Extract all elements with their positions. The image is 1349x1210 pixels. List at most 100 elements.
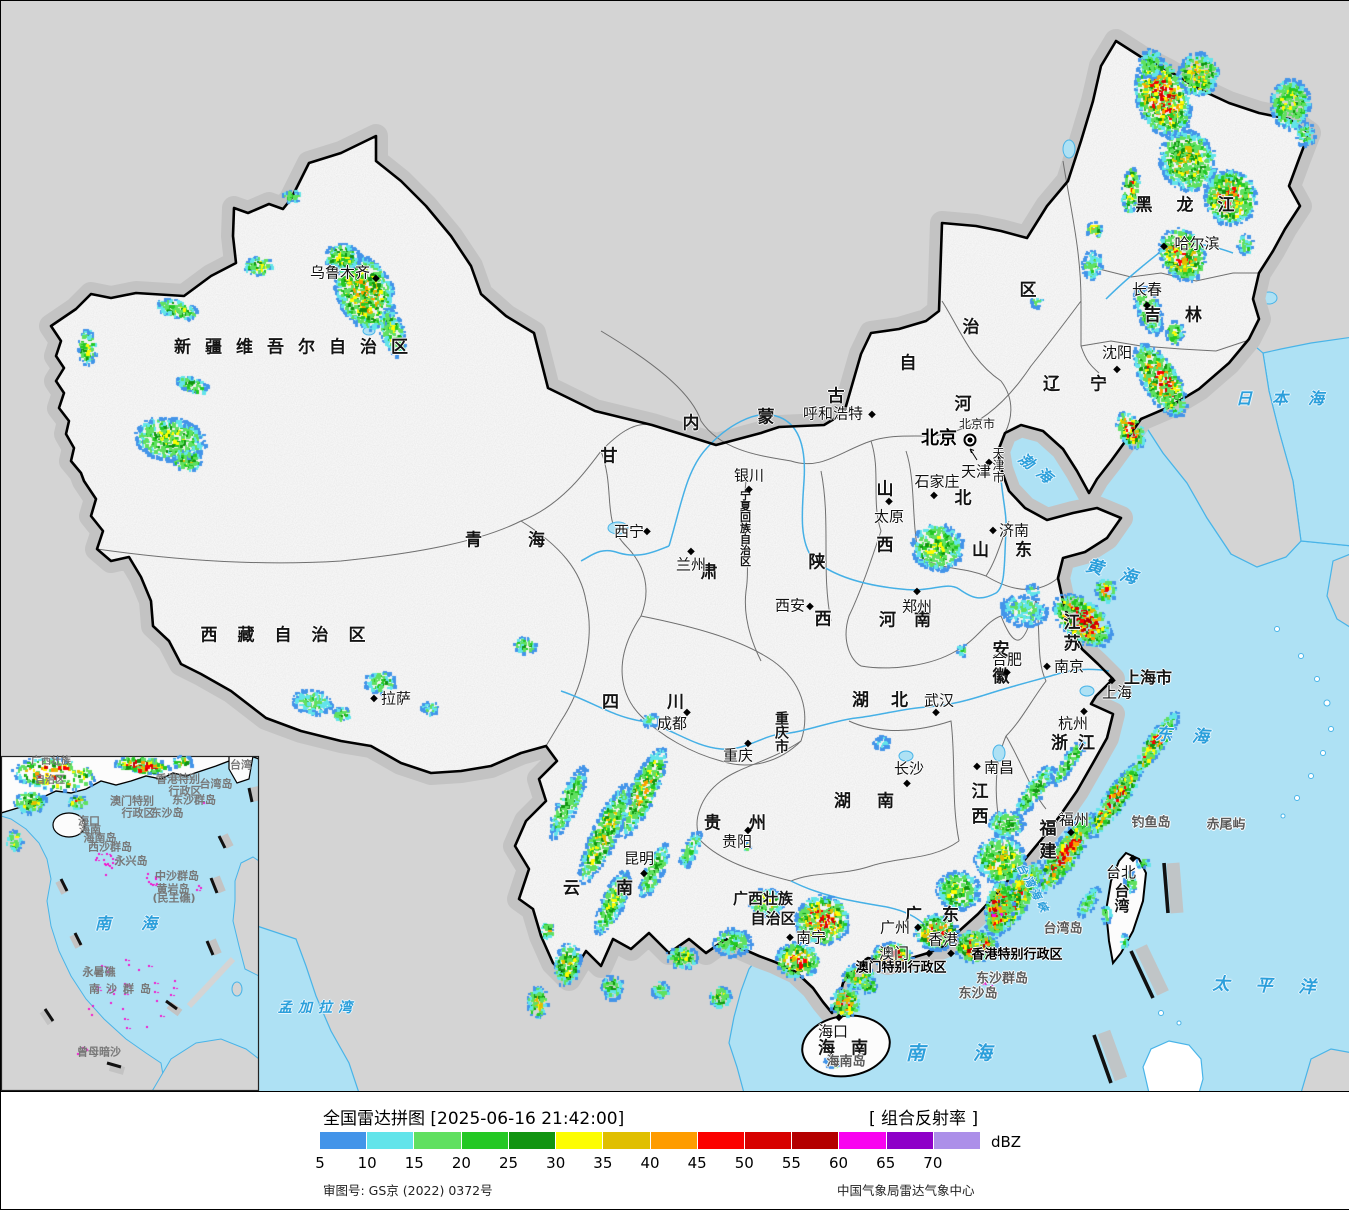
inset-l-label: 东沙岛	[150, 806, 184, 820]
city-label: 石家庄	[914, 472, 960, 491]
gray-label: 赤尾屿	[1206, 817, 1246, 833]
colorbar-segment-30	[556, 1132, 603, 1149]
dbz-tick: 70	[923, 1154, 943, 1172]
sea-label: 太平洋	[1212, 974, 1342, 999]
city-marker: ◆	[640, 868, 648, 879]
prov-label: 台湾	[1112, 883, 1131, 913]
city-label: 济南	[998, 521, 1030, 540]
colorbar-segment-55	[792, 1132, 839, 1149]
dbz-tick: 30	[546, 1154, 566, 1172]
prov-label: 河南	[879, 610, 949, 631]
inset-l-label: 台湾岛	[199, 777, 233, 791]
inset-l-label: 永暑礁	[82, 965, 116, 979]
city-label: 太原	[873, 507, 905, 526]
inset-l-label: 广西壮族	[31, 756, 71, 767]
prov-label: 浙江	[1051, 733, 1105, 754]
city-marker: ◆	[370, 693, 378, 704]
legend-panel: 全国雷达拼图 [2025-06-16 21:42:00] [ 组合反射率 ] d…	[1, 1091, 1349, 1209]
sea-label: 东海	[1154, 724, 1230, 749]
colorbar-segment-60	[839, 1132, 886, 1149]
city-marker: ◆	[930, 490, 938, 501]
sea-label: 孟加拉湾	[278, 1000, 358, 1016]
city-label: 天津市	[991, 447, 1005, 483]
gray-label: 海南岛	[826, 1054, 866, 1070]
inset-l-label: (民主礁)	[152, 891, 196, 905]
city-label: 贵阳	[721, 832, 753, 851]
product-name: [ 组合反射率 ]	[869, 1109, 979, 1129]
dbz-tick: 35	[593, 1154, 613, 1172]
prov-label: 宁夏回族自治区	[738, 489, 752, 567]
prov-label: 古	[827, 386, 845, 407]
prov-label: 自治区	[750, 909, 796, 928]
prov-label: 云南	[563, 878, 669, 899]
dbz-tick: 20	[451, 1154, 471, 1172]
city-label: 南昌	[983, 758, 1015, 777]
prov-label: 福建	[1035, 819, 1056, 865]
prov-label: 自	[899, 353, 917, 374]
city-label: 银川	[733, 466, 765, 485]
city-label: 广州	[879, 918, 911, 937]
prov-label: 西	[814, 609, 832, 630]
city-label: 呼和浩特	[802, 404, 864, 423]
prov-label: 辽宁	[1043, 374, 1137, 395]
prov-label: 蒙	[757, 407, 775, 428]
city-label: 长沙	[893, 759, 925, 778]
dbz-tick: 25	[499, 1154, 519, 1172]
prov-label: 江西	[967, 782, 988, 832]
city-marker: ◆	[1108, 675, 1116, 686]
city-marker: ◆	[786, 932, 794, 943]
inset-l-label: 台湾	[230, 758, 252, 772]
prov-label: 四川	[602, 692, 732, 713]
colorbar-segment-5	[320, 1132, 367, 1149]
dbz-unit: dBZ	[991, 1133, 1022, 1151]
city-marker: ◆	[947, 948, 955, 959]
prov-label: 黑龙江	[1135, 195, 1259, 216]
inset-l-label: 中沙群岛	[155, 869, 199, 883]
prov-label: 青海	[465, 530, 591, 551]
inset-l-label: 海南岛	[83, 831, 117, 845]
prov-label: 西	[876, 535, 894, 556]
city-marker: ◆	[372, 273, 380, 284]
prov-label: 西藏自治区	[200, 625, 386, 646]
prov-label: 上海市	[1123, 668, 1173, 687]
inset-l-label: 西沙群岛	[88, 840, 132, 854]
city-label: 北京	[921, 428, 957, 449]
sea-label: 台湾海峡	[1014, 861, 1052, 917]
city-label: 南宁	[795, 928, 827, 947]
sea-label: 渤海	[1014, 449, 1062, 492]
prov-label: 安徽	[988, 640, 1009, 694]
prov-label: 北	[954, 488, 972, 509]
inset-l-label: 黄岩岛	[156, 882, 190, 896]
dbz-tick: 40	[640, 1154, 660, 1172]
dbz-tick: 15	[404, 1154, 424, 1172]
inset-l-label: 东沙群岛	[172, 793, 216, 807]
city-label: 重庆	[722, 746, 754, 765]
city-label: 兰州	[675, 555, 707, 574]
city-marker: ◆	[989, 525, 997, 536]
dbz-tick: 55	[781, 1154, 801, 1172]
dbz-tick: 50	[734, 1154, 754, 1172]
city-marker: ◆	[1080, 706, 1088, 717]
inset-l-label: 永兴岛	[114, 854, 148, 868]
colorbar-segment-40	[650, 1132, 697, 1149]
gray-label: 台湾岛	[1043, 921, 1083, 937]
region-label: 澳门特别行政区	[855, 960, 947, 976]
sea-label: 南海	[905, 1042, 1041, 1065]
colorbar-segment-20	[461, 1132, 508, 1149]
city-label: 西宁	[613, 522, 645, 541]
region-label: 香港特别行政区	[971, 947, 1063, 963]
prov-label: 海南	[818, 1038, 884, 1059]
city-marker: ◆	[973, 761, 981, 772]
prov-label: 河	[954, 394, 972, 415]
inset-l-label: 南沙群岛	[89, 982, 157, 996]
inset-l-label: 海南	[79, 823, 101, 837]
city-marker: ◆	[835, 1012, 843, 1023]
inset-l-label: 曾母暗沙	[77, 1045, 121, 1059]
prov-label: 区	[1019, 280, 1037, 301]
prov-label: 甘	[600, 446, 618, 467]
inset-l-label: 香港特别	[156, 772, 200, 786]
city-marker: ◆	[643, 526, 651, 537]
sea-label: 黄海	[1083, 555, 1157, 594]
colorbar-segment-65	[886, 1132, 933, 1149]
dbz-tick: 60	[829, 1154, 849, 1172]
